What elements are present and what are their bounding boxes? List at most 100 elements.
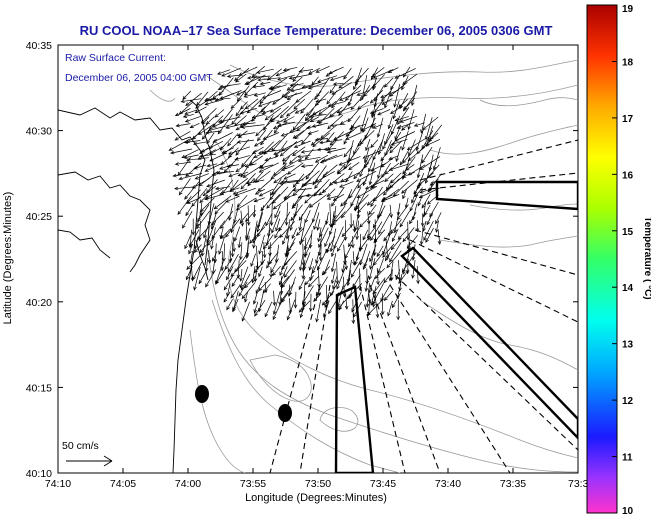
current-vector-head xyxy=(281,240,286,245)
current-vector xyxy=(231,106,247,125)
current-vector xyxy=(253,85,265,88)
current-vector-head xyxy=(402,73,407,78)
current-vector-head xyxy=(394,137,399,142)
current-vector-head xyxy=(206,239,211,244)
current-vector-head xyxy=(242,174,247,178)
current-vector xyxy=(214,109,225,118)
current-vector-head xyxy=(253,198,258,203)
current-vector-head xyxy=(369,257,373,263)
current-vector-head xyxy=(314,102,319,107)
x-tick-label: 73:55 xyxy=(240,478,266,490)
current-vector xyxy=(281,165,295,171)
current-vector xyxy=(254,301,259,313)
current-vector-head xyxy=(369,265,373,270)
current-vector-head xyxy=(420,222,425,227)
colorbar-tick-label: 13 xyxy=(622,340,634,351)
current-vector xyxy=(250,253,256,267)
current-vector xyxy=(331,210,335,227)
current-vector-head xyxy=(359,97,364,102)
current-vector-head xyxy=(401,189,406,194)
current-vector xyxy=(289,122,307,133)
current-vector-head xyxy=(230,294,235,299)
current-vector xyxy=(360,108,369,131)
current-vector xyxy=(182,90,192,100)
current-vector xyxy=(209,145,225,155)
current-vector-head xyxy=(372,290,377,295)
current-vector xyxy=(420,156,441,170)
current-vector xyxy=(429,124,443,140)
current-vector-head xyxy=(370,236,374,241)
current-vector xyxy=(298,276,306,290)
current-vector-head xyxy=(259,165,264,170)
current-vector-head xyxy=(338,97,344,101)
current-vector xyxy=(306,193,322,197)
current-vector xyxy=(279,266,288,285)
current-vector xyxy=(356,244,361,261)
current-vector xyxy=(349,123,367,130)
current-vector-head xyxy=(317,238,321,243)
current-vector xyxy=(201,236,207,257)
current-vector-head xyxy=(409,207,414,212)
current-vector-head xyxy=(314,137,319,142)
current-vector-head xyxy=(226,276,230,281)
current-vector xyxy=(184,140,201,143)
current-vector xyxy=(235,107,243,117)
current-vector-head xyxy=(390,110,395,115)
current-vector-head xyxy=(411,274,415,279)
current-vector-head xyxy=(366,234,371,239)
current-vector xyxy=(357,100,370,110)
current-vector-head xyxy=(205,283,209,288)
current-vector xyxy=(249,226,266,244)
current-vector-head xyxy=(188,244,193,249)
current-vector xyxy=(313,212,320,230)
current-vector xyxy=(318,100,337,115)
current-vector-head xyxy=(235,78,240,83)
current-vector-head xyxy=(178,191,183,196)
current-vector xyxy=(236,90,247,96)
current-overlay-line1: Raw Surface Current: xyxy=(65,52,166,64)
scale-label: 50 cm/s xyxy=(62,440,99,452)
current-vector xyxy=(202,116,210,125)
current-vector xyxy=(318,227,322,242)
current-vector xyxy=(259,162,279,173)
current-vector-head xyxy=(199,199,204,204)
current-vector-head xyxy=(210,245,214,250)
current-vector xyxy=(314,90,322,100)
current-vector xyxy=(291,228,298,239)
current-vector-head xyxy=(228,258,233,264)
current-vector xyxy=(206,179,218,194)
current-vector-head xyxy=(251,117,256,122)
current-vector-head xyxy=(279,233,284,238)
current-vector xyxy=(384,124,394,145)
current-vector xyxy=(338,300,345,310)
current-vector xyxy=(252,146,264,155)
current-vector-head xyxy=(281,157,287,162)
current-vector xyxy=(208,97,231,101)
current-vector xyxy=(279,285,283,306)
current-vector-head xyxy=(205,130,210,135)
current-vector xyxy=(220,228,231,239)
current-vector-head xyxy=(308,204,314,208)
current-vector xyxy=(185,266,193,280)
current-vector-head xyxy=(324,220,329,225)
current-vector-head xyxy=(346,278,351,284)
current-vector-head xyxy=(214,186,220,191)
current-vector-head xyxy=(337,292,342,297)
current-vector xyxy=(208,250,211,264)
current-vector-head xyxy=(285,112,291,117)
current-vector-head xyxy=(218,91,223,96)
current-vector-head xyxy=(264,313,269,318)
current-vector xyxy=(331,91,346,109)
current-vector-head xyxy=(196,225,200,230)
current-vector-head xyxy=(252,244,256,249)
current-vector xyxy=(370,162,387,172)
current-vector xyxy=(350,99,361,110)
current-vector-head xyxy=(324,242,328,248)
current-vector xyxy=(389,82,408,97)
current-vector xyxy=(381,293,384,315)
current-vector-head xyxy=(346,282,351,287)
current-vector xyxy=(324,234,331,247)
current-vector xyxy=(296,116,314,132)
current-vector xyxy=(254,259,266,273)
current-vector xyxy=(205,162,224,172)
